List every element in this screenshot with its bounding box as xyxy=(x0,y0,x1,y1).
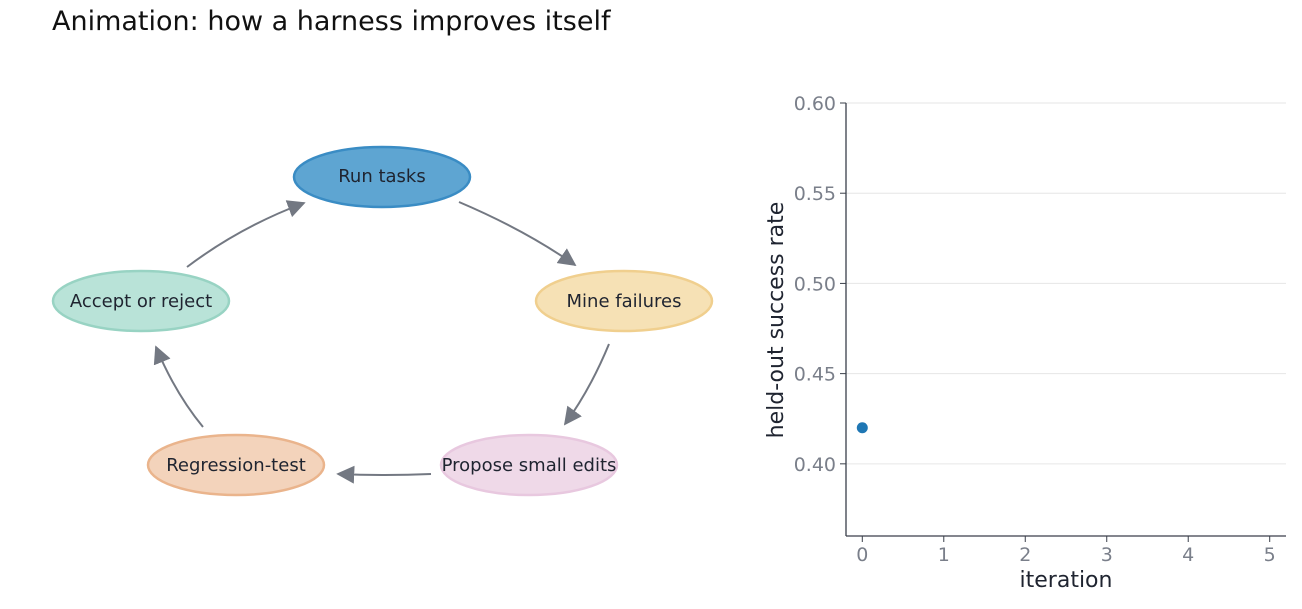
x-axis-ticks: 0 1 2 3 4 5 xyxy=(856,536,1276,566)
node-regression-test-label: Regression-test xyxy=(166,455,306,476)
x-tick-label: 1 xyxy=(938,544,950,566)
node-run-tasks-label: Run tasks xyxy=(338,166,426,187)
arrow-run-to-mine xyxy=(458,201,577,267)
page-title: Animation: how a harness improves itself xyxy=(52,6,611,37)
harness-cycle-diagram: Run tasks Mine failures Propose small ed… xyxy=(51,145,714,497)
data-points xyxy=(856,422,868,434)
y-axis-title: held-out success rate xyxy=(764,202,789,439)
arrow-mine-to-propose xyxy=(563,343,610,426)
arrow-regress-to-accept xyxy=(153,345,204,428)
node-mine-failures: Mine failures xyxy=(534,269,714,333)
y-tick-label: 0.50 xyxy=(794,273,836,295)
x-tick-label: 2 xyxy=(1019,544,1031,566)
y-axis-ticks: 0.40 0.45 0.50 0.55 0.60 xyxy=(794,93,846,476)
node-accept-or-reject-label: Accept or reject xyxy=(70,291,212,312)
data-point xyxy=(856,422,868,434)
node-run-tasks: Run tasks xyxy=(292,145,472,209)
y-tick-label: 0.60 xyxy=(794,93,836,115)
success-rate-chart: 0.40 0.45 0.50 0.55 0.60 0 1 2 3 4 5 iteration he… xyxy=(764,93,1286,593)
x-axis-title: iteration xyxy=(1020,568,1113,593)
node-accept-or-reject: Accept or reject xyxy=(51,269,231,333)
node-propose-small-edits: Propose small edits xyxy=(439,433,619,497)
x-tick-label: 5 xyxy=(1264,544,1276,566)
y-tick-label: 0.45 xyxy=(794,364,836,386)
node-mine-failures-label: Mine failures xyxy=(567,291,682,312)
arrow-propose-to-regress xyxy=(336,465,432,484)
chart-gridlines xyxy=(846,102,1286,465)
node-regression-test: Regression-test xyxy=(146,433,326,497)
node-propose-small-edits-label: Propose small edits xyxy=(442,455,617,476)
y-tick-label: 0.40 xyxy=(794,454,836,476)
y-tick-label: 0.55 xyxy=(794,183,836,205)
x-tick-label: 4 xyxy=(1182,544,1194,566)
x-tick-label: 0 xyxy=(856,544,868,566)
x-tick-label: 3 xyxy=(1101,544,1113,566)
arrow-accept-to-run xyxy=(186,200,306,268)
